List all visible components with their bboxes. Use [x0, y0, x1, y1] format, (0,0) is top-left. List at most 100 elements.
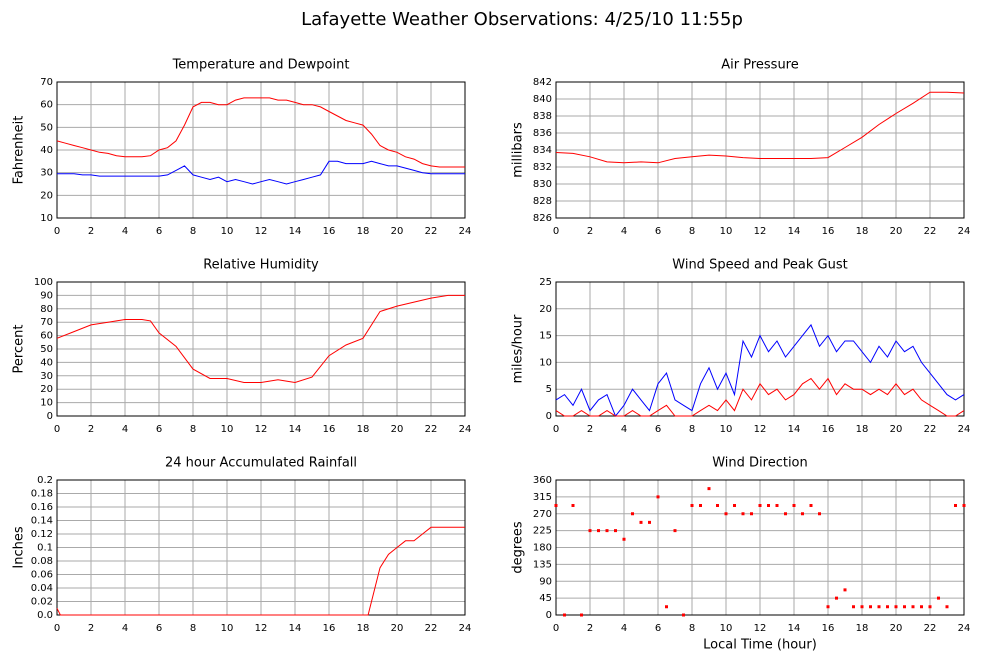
x-tick-label: 0	[553, 226, 559, 237]
data-point	[750, 512, 753, 516]
x-tick-label: 8	[190, 424, 196, 435]
data-point	[656, 495, 660, 499]
x-tick-label: 16	[323, 623, 336, 634]
y-tick-label: 5	[546, 384, 552, 395]
y-tick-label: 45	[539, 593, 552, 604]
y-tick-label: 20	[539, 304, 552, 315]
x-tick-label: 22	[425, 424, 438, 435]
x-tick-label: 18	[357, 623, 370, 634]
y-tick-label: 90	[40, 290, 53, 301]
y-tick-label: 20	[40, 190, 53, 201]
y-tick-label: 315	[533, 492, 552, 503]
y-tick-label: 0.02	[31, 597, 53, 608]
x-tick-label: 4	[122, 424, 128, 435]
data-line	[555, 377, 965, 417]
x-tick-label: 24	[958, 623, 971, 634]
data-point	[937, 596, 940, 600]
x-tick-label: 22	[924, 226, 937, 237]
y-tick-label: 180	[533, 543, 552, 554]
x-tick-label: 24	[459, 424, 472, 435]
data-point	[818, 512, 821, 516]
x-tick-label: 0	[54, 226, 60, 237]
x-tick-label: 14	[788, 623, 801, 634]
y-tick-label: 30	[40, 371, 53, 382]
y-tick-label: 10	[40, 398, 53, 409]
data-point	[614, 529, 617, 533]
x-tick-label: 8	[190, 226, 196, 237]
x-tick-label: 0	[553, 623, 559, 634]
y-tick-label: 70	[40, 77, 53, 88]
data-point	[911, 605, 915, 609]
data-point	[724, 512, 728, 516]
x-tick-label: 18	[856, 424, 869, 435]
y-axis-label: Percent	[12, 325, 27, 374]
y-tick-label: 15	[539, 331, 552, 342]
data-point	[631, 512, 634, 516]
y-tick-label: 0.08	[31, 556, 53, 567]
x-tick-label: 24	[459, 226, 472, 237]
y-tick-label: 50	[40, 344, 53, 355]
data-point	[622, 537, 626, 541]
x-tick-label: 8	[689, 623, 695, 634]
y-tick-label: 838	[533, 111, 552, 122]
y-tick-label: 834	[533, 145, 552, 156]
data-point	[809, 504, 813, 507]
data-point	[852, 605, 855, 609]
data-line	[555, 323, 965, 417]
x-tick-label: 6	[655, 424, 661, 435]
y-tick-label: 40	[40, 357, 53, 368]
x-tick-label: 4	[122, 623, 128, 634]
x-tick-label: 8	[689, 424, 695, 435]
x-tick-label: 10	[720, 623, 733, 634]
x-tick-label: 14	[788, 424, 801, 435]
x-tick-label: 20	[391, 623, 404, 634]
x-tick-label: 20	[890, 623, 903, 634]
data-point	[792, 504, 796, 507]
data-point	[707, 487, 711, 491]
y-tick-label: 0.1	[37, 543, 53, 554]
data-point	[767, 504, 770, 507]
y-axis-label: degrees	[511, 521, 526, 574]
plot-frame	[555, 281, 965, 417]
data-point	[903, 605, 906, 609]
data-point	[690, 504, 694, 507]
x-tick-label: 16	[822, 623, 835, 634]
y-tick-label: 0.14	[31, 516, 53, 527]
x-tick-label: 18	[856, 623, 869, 634]
data-point	[920, 605, 923, 609]
data-point	[648, 520, 651, 524]
x-tick-label: 12	[255, 226, 268, 237]
x-tick-label: 0	[553, 424, 559, 435]
y-axis-label: Fahrenheit	[12, 116, 27, 185]
chart-title: Wind Speed and Peak Gust	[672, 258, 847, 273]
data-point	[860, 605, 864, 609]
y-tick-label: 30	[40, 168, 53, 179]
y-tick-label: 0.18	[31, 489, 53, 500]
data-point	[869, 605, 872, 609]
data-point	[563, 613, 566, 617]
data-point	[886, 605, 889, 609]
x-tick-label: 4	[621, 424, 627, 435]
y-tick-label: 0.0	[37, 610, 53, 621]
x-tick-label: 8	[689, 226, 695, 237]
data-point	[954, 504, 957, 507]
data-line	[56, 97, 465, 168]
x-tick-label: 10	[720, 424, 733, 435]
x-tick-label: 14	[289, 226, 302, 237]
x-tick-label: 16	[323, 226, 336, 237]
x-tick-label: 24	[958, 424, 971, 435]
data-point	[571, 504, 575, 507]
data-line	[555, 91, 965, 164]
x-tick-label: 14	[788, 226, 801, 237]
x-tick-label: 20	[391, 226, 404, 237]
x-tick-label: 14	[289, 424, 302, 435]
y-tick-label: 225	[533, 526, 552, 537]
plot-frame	[56, 81, 466, 219]
x-tick-label: 8	[190, 623, 196, 634]
y-tick-label: 842	[533, 77, 552, 88]
plot-frame	[555, 479, 965, 616]
data-point	[835, 596, 838, 600]
chart-title: Wind Direction	[712, 456, 808, 471]
x-tick-label: 18	[856, 226, 869, 237]
